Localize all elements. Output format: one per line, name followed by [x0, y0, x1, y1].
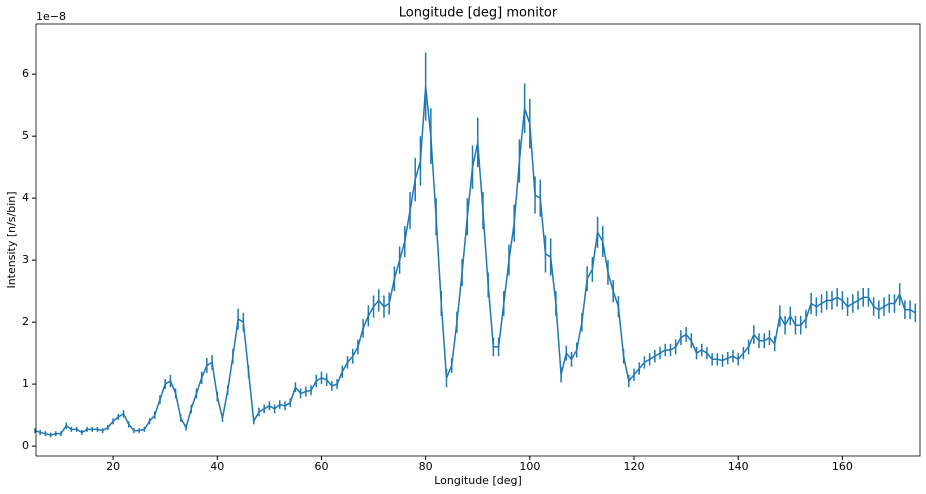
y-tick-label: 5 — [22, 129, 29, 142]
y-offset-text: 1e−8 — [36, 10, 66, 23]
x-axis-label: Longitude [deg] — [434, 474, 522, 487]
y-tick-label: 4 — [22, 191, 29, 204]
x-tick-label: 140 — [728, 460, 749, 473]
y-tick-label: 0 — [22, 439, 29, 452]
y-tick-label: 2 — [22, 315, 29, 328]
data-line — [34, 86, 916, 436]
x-tick-label: 20 — [106, 460, 120, 473]
x-tick-label: 80 — [419, 460, 433, 473]
chart-title: Longitude [deg] monitor — [399, 6, 558, 21]
x-tick-label: 40 — [210, 460, 224, 473]
y-axis-label: Intensity [n/s/bin] — [5, 191, 18, 288]
x-tick-label: 100 — [519, 460, 540, 473]
x-tick-label: 120 — [624, 460, 645, 473]
y-tick-label: 3 — [22, 253, 29, 266]
x-tick-label: 160 — [832, 460, 853, 473]
y-tick-label: 1 — [22, 377, 29, 390]
y-tick-label: 6 — [22, 67, 29, 80]
x-tick-label: 60 — [314, 460, 328, 473]
plot-frame — [35, 23, 921, 457]
